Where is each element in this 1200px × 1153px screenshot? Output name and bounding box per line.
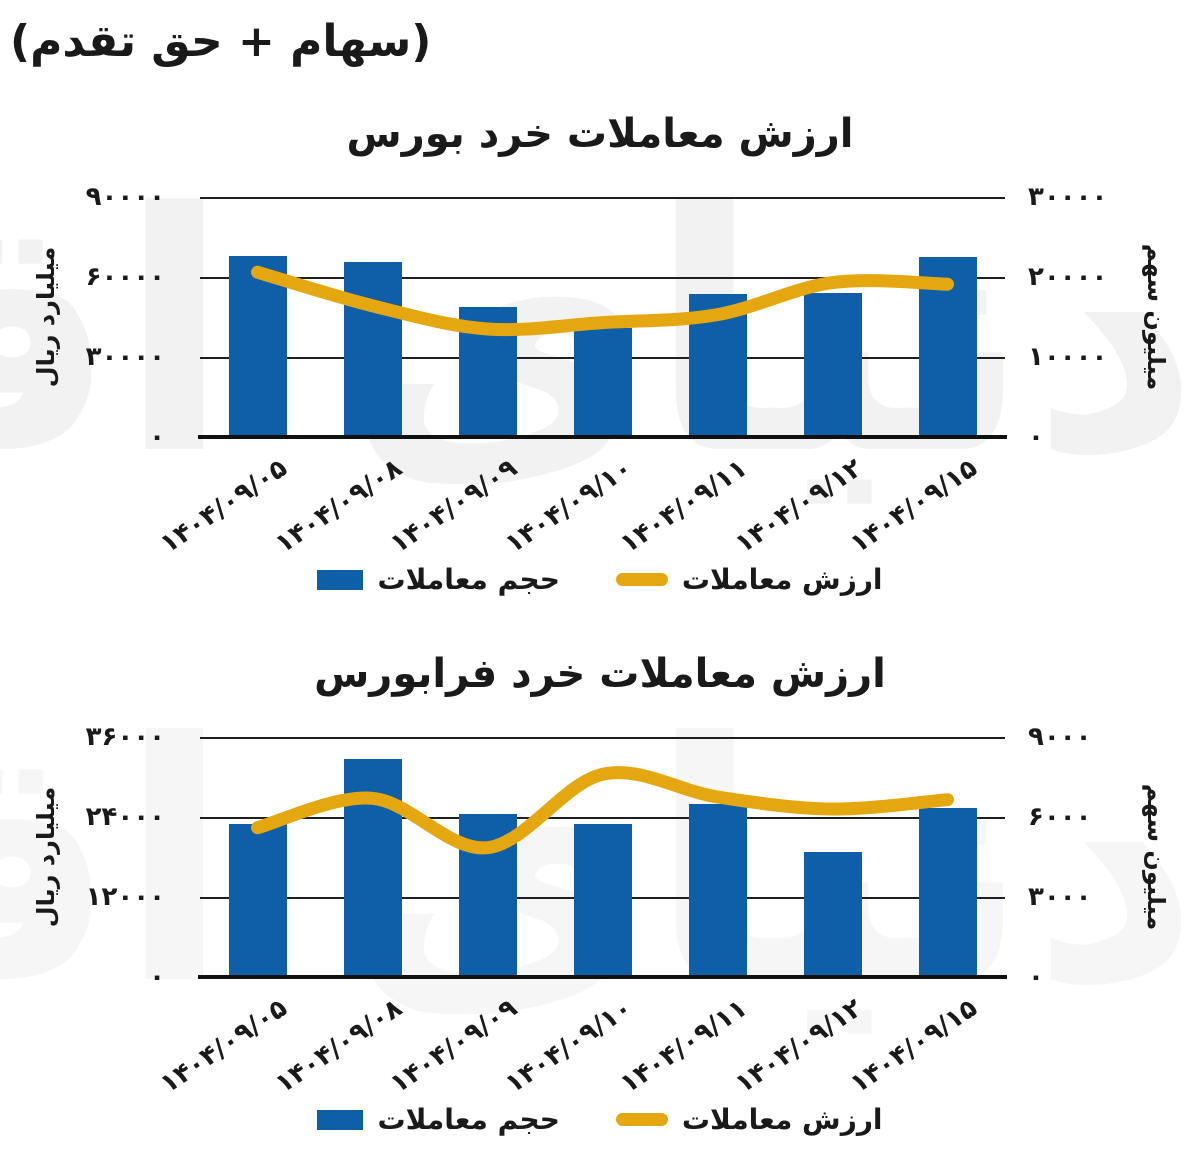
gridline: [200, 817, 1005, 819]
legend-bar-swatch-icon: [317, 569, 364, 590]
x-axis-date-label: ۱۴۰۴/۰۹/۰۸: [269, 993, 408, 1100]
left-axis-ticks: ۳۶۰۰۰ ۲۴۰۰۰ ۱۲۰۰۰ ۰: [0, 722, 170, 992]
volume-bar: [343, 262, 402, 437]
volume-bar: [803, 852, 862, 977]
x-axis-date-label: ۱۴۰۴/۰۹/۱۱: [614, 993, 753, 1100]
x-axis-date-label: ۱۴۰۴/۰۹/۱۲: [729, 453, 868, 560]
volume-bar: [573, 824, 632, 977]
right-axis-ticks: ۹۰۰۰ ۶۰۰۰ ۳۰۰۰ ۰: [1028, 722, 1198, 992]
y-tick-label: ۳۰۰۰۰: [85, 342, 165, 372]
left-axis-ticks: ۹۰۰۰۰ ۶۰۰۰۰ ۳۰۰۰۰ ۰: [0, 182, 170, 452]
y-tick-label: ۶۰۰۰: [1028, 802, 1092, 832]
x-axis-date-label: ۱۴۰۴/۰۹/۱۲: [729, 993, 868, 1100]
x-axis-labels: ۱۴۰۴/۰۹/۰۵ ۱۴۰۴/۰۹/۰۸ ۱۴۰۴/۰۹/۰۹ ۱۴۰۴/۰۹/۱۰…: [154, 977, 1005, 1103]
legend-bar-swatch-icon: [317, 1109, 364, 1130]
plot-area: [198, 197, 1007, 439]
x-axis-date-label: ۱۴۰۴/۰۹/۱۱: [614, 453, 753, 560]
y-tick-label: ۹۰۰۰۰: [85, 182, 165, 212]
legend-value-label: ارزش معاملات: [681, 563, 883, 596]
volume-bar: [228, 255, 287, 437]
y-tick-label: ۰: [1028, 422, 1044, 452]
volume-bar: [688, 803, 747, 977]
x-axis-date-label: ۱۴۰۴/۰۹/۰۵: [154, 993, 293, 1100]
right-axis-ticks: ۳۰۰۰۰ ۲۰۰۰۰ ۱۰۰۰۰ ۰: [1028, 182, 1198, 452]
volume-bar: [228, 824, 287, 977]
x-axis-labels: ۱۴۰۴/۰۹/۰۵ ۱۴۰۴/۰۹/۰۸ ۱۴۰۴/۰۹/۰۹ ۱۴۰۴/۰۹/۱۰…: [154, 437, 1005, 563]
x-axis-date-label: ۱۴۰۴/۰۹/۱۵: [844, 453, 983, 560]
legend-line-swatch-icon: [615, 573, 668, 586]
y-tick-label: ۳۶۰۰۰: [85, 722, 165, 752]
y-tick-label: ۰: [1028, 962, 1044, 992]
legend: حجم معاملات ارزش معاملات: [0, 563, 1200, 596]
value-line: [251, 766, 954, 855]
chart-title: ارزش معاملات خرد بورس: [346, 111, 854, 157]
chart-title: ارزش معاملات خرد فرابورس: [314, 651, 886, 697]
y-tick-label: ۰: [149, 962, 165, 992]
gridline: [200, 277, 1005, 279]
legend-value-label: ارزش معاملات: [681, 1103, 883, 1136]
value-line-path: [251, 766, 954, 855]
chart-farabourse: ارزش معاملات خرد فرابورس میلیارد ریال می…: [0, 645, 1200, 1153]
legend-line-swatch-icon: [615, 1113, 668, 1126]
y-tick-label: ۳۰۰۰۰: [1028, 182, 1108, 212]
volume-bar: [918, 807, 977, 977]
y-tick-label: ۲۰۰۰۰: [1028, 262, 1108, 292]
volume-bar: [803, 293, 862, 437]
y-tick-label: ۰: [149, 422, 165, 452]
x-axis-date-label: ۱۴۰۴/۰۹/۱۰: [499, 993, 638, 1100]
y-tick-label: ۲۴۰۰۰: [85, 802, 165, 832]
y-tick-label: ۶۰۰۰۰: [85, 262, 165, 292]
x-axis-date-label: ۱۴۰۴/۰۹/۱۰: [499, 453, 638, 560]
x-axis-date-label: ۱۴۰۴/۰۹/۰۵: [154, 453, 293, 560]
gridline: [200, 197, 1005, 199]
chart-bourse: ارزش معاملات خرد بورس میلیارد ریال میلیو…: [0, 105, 1200, 613]
x-axis-date-label: ۱۴۰۴/۰۹/۰۹: [384, 993, 523, 1100]
x-axis-date-label: ۱۴۰۴/۰۹/۱۵: [844, 993, 983, 1100]
x-axis-date-label: ۱۴۰۴/۰۹/۰۸: [269, 453, 408, 560]
corner-note: (سهام + حق تقدم): [10, 16, 432, 67]
y-tick-label: ۱۲۰۰۰: [85, 882, 165, 912]
legend: حجم معاملات ارزش معاملات: [0, 1103, 1200, 1136]
y-tick-label: ۱۰۰۰۰: [1028, 342, 1108, 372]
x-axis-date-label: ۱۴۰۴/۰۹/۰۹: [384, 453, 523, 560]
value-line-path: [251, 265, 954, 337]
value-line: [251, 265, 954, 337]
bars-layer: [200, 197, 1005, 437]
plot-area: [198, 737, 1007, 979]
x-axis-line: [198, 975, 1007, 979]
y-tick-label: ۹۰۰۰: [1028, 722, 1092, 752]
bars-layer: [200, 737, 1005, 977]
gridline: [200, 737, 1005, 739]
y-tick-label: ۳۰۰۰: [1028, 882, 1092, 912]
x-axis-line: [198, 435, 1007, 439]
volume-bar: [573, 327, 632, 437]
legend-volume-label: حجم معاملات: [377, 1103, 560, 1136]
legend-volume-label: حجم معاملات: [377, 563, 560, 596]
